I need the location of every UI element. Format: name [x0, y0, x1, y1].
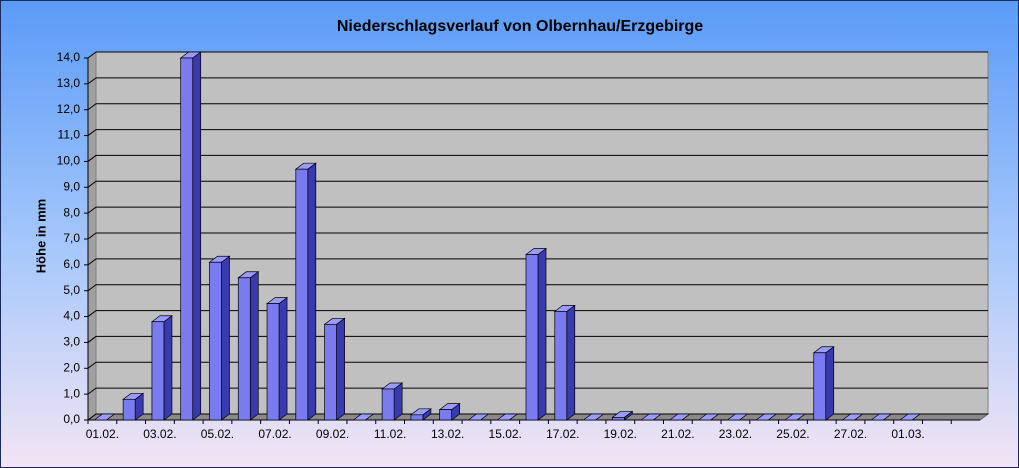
bar-top [93, 413, 116, 421]
y-tick-label: 11,0 [58, 128, 81, 142]
bar-top [726, 413, 749, 421]
bar-side [566, 304, 576, 421]
grid-line [87, 310, 988, 317]
x-tick-label: 05.02. [201, 427, 234, 441]
y-tick-label: 3,0 [63, 335, 80, 349]
y-tick-label: 8,0 [63, 205, 80, 219]
x-tick-label: 11.02. [374, 427, 406, 441]
bar-top [870, 413, 893, 421]
x-tick-label: 19.02. [604, 427, 637, 441]
bar [410, 414, 424, 421]
grid-line [87, 413, 988, 421]
x-tick-label: 01.03. [891, 427, 924, 441]
y-tick-label: 5,0 [63, 283, 80, 297]
y-tick-label: 12,0 [57, 102, 81, 116]
bar [525, 254, 539, 421]
bar-side [537, 247, 547, 421]
grid-line [87, 206, 988, 214]
y-tick-label: 1,0 [63, 386, 80, 400]
bar [295, 168, 309, 421]
bar-top [668, 413, 691, 421]
bar [237, 277, 251, 421]
x-tick-label: 01.02. [86, 427, 119, 441]
x-tick-label: 25.02. [776, 427, 809, 441]
grid-line [87, 77, 988, 85]
bar-side [307, 162, 317, 421]
bar-side [825, 346, 835, 421]
x-tick-label: 23.02. [719, 427, 752, 441]
bar-side [336, 317, 345, 421]
y-tick-label: 14,0 [57, 50, 81, 64]
grid-line [87, 232, 988, 240]
x-tick-label: 03.02. [143, 427, 176, 441]
bar-side [192, 51, 202, 421]
bar [122, 398, 136, 421]
bar [266, 303, 280, 421]
y-tick-label: 6,0 [63, 257, 80, 271]
y-tick-label: 13,0 [57, 76, 81, 90]
grid-line [87, 180, 988, 188]
x-tick-label: 13.02. [431, 427, 464, 441]
y-tick-label: 4,0 [63, 309, 80, 323]
bar [180, 57, 194, 421]
bar [554, 311, 568, 421]
bar [151, 321, 165, 421]
bar [813, 352, 827, 421]
y-tick-label: 2,0 [63, 360, 80, 374]
bar-top [755, 413, 778, 421]
bar-top [496, 413, 519, 421]
y-tick-label: 10,0 [57, 154, 81, 168]
x-tick-label: 27.02. [834, 427, 867, 441]
chart-title: Niederschlagsverlauf von Olbernhau/Erzge… [337, 18, 703, 35]
bar-top [582, 413, 605, 421]
bar-top [352, 413, 375, 421]
grid-line [87, 154, 988, 162]
x-tick-label: 21.02. [661, 427, 694, 441]
grid-line [87, 284, 988, 292]
y-tick-label: 0,0 [63, 412, 80, 426]
bar-top [841, 413, 864, 421]
bar [324, 323, 337, 421]
bar-side [221, 255, 230, 421]
y-tick-label: 9,0 [63, 179, 80, 193]
bar-side [278, 296, 288, 421]
bar [381, 388, 395, 421]
bar-top [467, 413, 490, 421]
bar-top [697, 413, 720, 421]
y-tick-label: 7,0 [63, 231, 80, 245]
x-tick-label: 15.02. [489, 427, 522, 441]
bar [209, 261, 222, 421]
bar-top [899, 413, 922, 421]
grid-line [87, 129, 988, 136]
grid-line [87, 258, 988, 266]
y-axis-label: Höhe in mm [33, 199, 48, 273]
x-tick-label: 09.02. [316, 427, 349, 441]
bar [611, 417, 625, 421]
bar-top [640, 413, 663, 421]
x-tick-label: 17.02. [546, 427, 579, 441]
grid-line [87, 51, 988, 59]
bar-top [783, 413, 807, 421]
bar-side [249, 271, 259, 421]
bar-side [163, 315, 173, 421]
x-tick-label: 07.02. [258, 427, 291, 441]
bar-side [393, 382, 403, 421]
grid-line [87, 103, 988, 111]
bar [439, 409, 453, 421]
grid-line [87, 361, 988, 369]
grid-line [87, 387, 988, 395]
grid-line [87, 335, 988, 343]
